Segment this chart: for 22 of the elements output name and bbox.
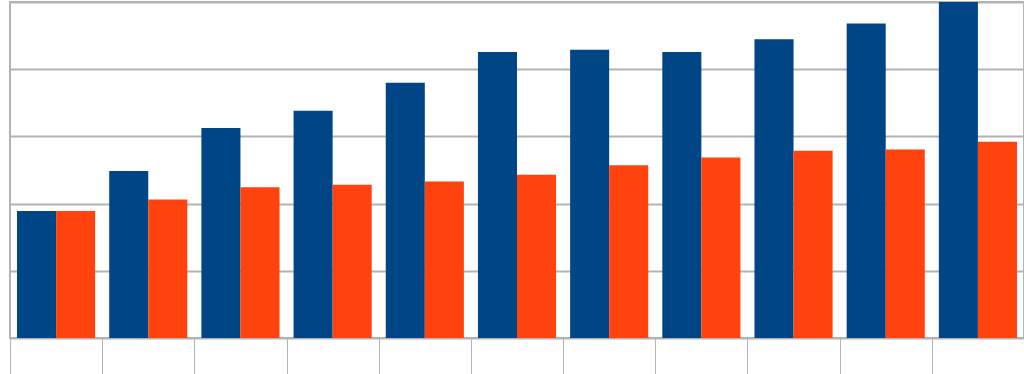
bar — [517, 174, 557, 338]
bar — [385, 82, 425, 338]
bar — [293, 110, 333, 338]
bar — [56, 210, 96, 338]
bar — [201, 128, 241, 338]
bar — [109, 171, 149, 338]
bar — [754, 39, 794, 338]
bar — [701, 157, 741, 338]
bar — [793, 150, 833, 338]
bar — [846, 23, 886, 338]
bar — [332, 184, 372, 338]
bar — [477, 52, 517, 338]
bar — [662, 52, 702, 338]
bar — [240, 187, 280, 338]
bar — [570, 49, 610, 338]
bar — [885, 149, 925, 338]
bar — [148, 199, 188, 338]
bar — [424, 181, 464, 338]
bar — [977, 141, 1017, 338]
bar — [17, 210, 57, 338]
bar — [938, 2, 978, 338]
bar — [609, 165, 649, 338]
